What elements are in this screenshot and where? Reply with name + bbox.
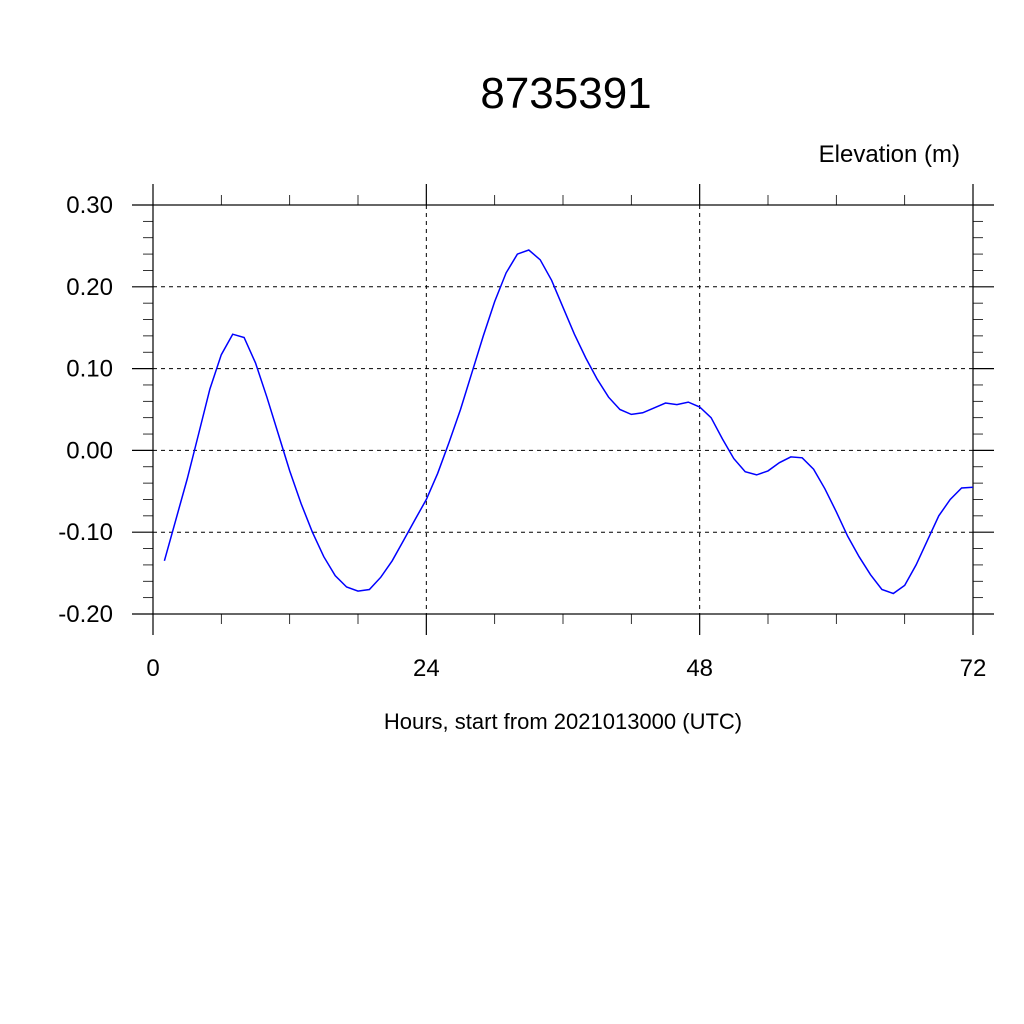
x-tick-label: 0 [146, 655, 159, 682]
y-axis-label: Elevation (m) [819, 141, 960, 168]
minor-ticks [143, 195, 983, 624]
x-axis-label: Hours, start from 2021013000 (UTC) [384, 709, 742, 734]
y-tick-label: -0.10 [58, 519, 113, 546]
grid-lines [153, 205, 973, 614]
x-tick-label: 24 [413, 655, 440, 682]
elevation-series-line [163, 249, 974, 595]
x-tick-label: 72 [960, 655, 987, 682]
y-tick-label: -0.20 [58, 601, 113, 628]
y-tick-label: 0.00 [66, 437, 113, 464]
major-ticks [132, 184, 994, 635]
y-tick-label: 0.30 [66, 192, 113, 219]
chart-title: 8735391 [480, 69, 651, 118]
plot-frame [152, 204, 974, 615]
y-tick-labels: -0.20 -0.10 0.00 0.10 0.20 0.30 [58, 192, 113, 628]
y-tick-label: 0.10 [66, 356, 113, 383]
y-tick-label: 0.20 [66, 274, 113, 301]
x-tick-label: 48 [686, 655, 713, 682]
x-tick-labels: 0 24 48 72 [146, 655, 986, 682]
